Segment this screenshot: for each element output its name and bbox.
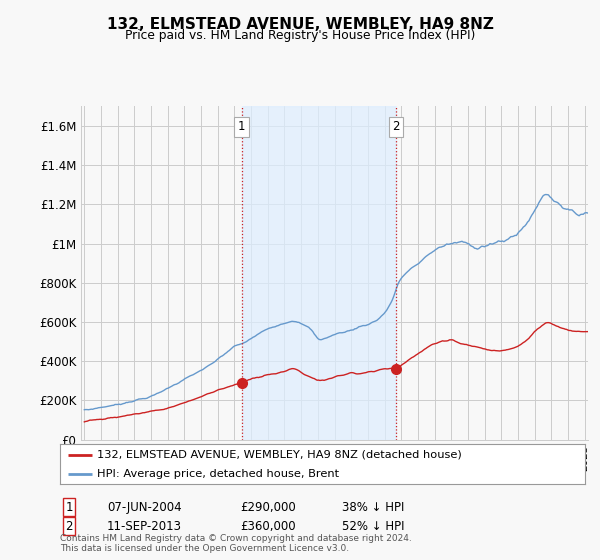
Text: 2: 2 — [392, 120, 400, 133]
Text: 1: 1 — [238, 120, 245, 133]
Text: Price paid vs. HM Land Registry's House Price Index (HPI): Price paid vs. HM Land Registry's House … — [125, 29, 475, 41]
Text: 52% ↓ HPI: 52% ↓ HPI — [342, 520, 404, 533]
Text: 1: 1 — [65, 501, 73, 514]
Bar — [242, 106, 396, 440]
Text: 11-SEP-2013: 11-SEP-2013 — [107, 520, 182, 533]
Text: HPI: Average price, detached house, Brent: HPI: Average price, detached house, Bren… — [97, 469, 339, 479]
Text: Contains HM Land Registry data © Crown copyright and database right 2024.
This d: Contains HM Land Registry data © Crown c… — [60, 534, 412, 553]
Text: £290,000: £290,000 — [240, 501, 296, 514]
Text: 07-JUN-2004: 07-JUN-2004 — [107, 501, 181, 514]
Text: 132, ELMSTEAD AVENUE, WEMBLEY, HA9 8NZ: 132, ELMSTEAD AVENUE, WEMBLEY, HA9 8NZ — [107, 17, 493, 32]
Text: 38% ↓ HPI: 38% ↓ HPI — [342, 501, 404, 514]
Text: £360,000: £360,000 — [240, 520, 296, 533]
Text: 2: 2 — [65, 520, 73, 533]
Text: 132, ELMSTEAD AVENUE, WEMBLEY, HA9 8NZ (detached house): 132, ELMSTEAD AVENUE, WEMBLEY, HA9 8NZ (… — [97, 450, 461, 460]
